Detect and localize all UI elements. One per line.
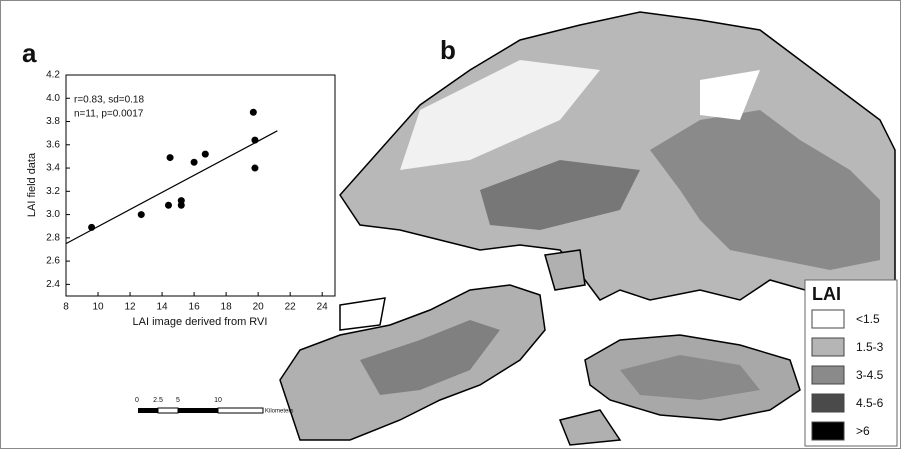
legend-title: LAI: [812, 284, 841, 304]
y-tick-label: 4.2: [46, 70, 60, 81]
annotation: r=0.83, sd=0.18: [74, 95, 144, 106]
legend-swatch: [811, 365, 845, 385]
legend-swatch: [811, 337, 845, 357]
y-axis-label: LAI field data: [26, 152, 38, 217]
x-axis-label: LAI image derived from RVI: [133, 316, 268, 328]
plot-frame: [65, 74, 336, 297]
legend-label: 4.5-6: [856, 396, 884, 410]
y-tick-label: 2.4: [46, 279, 60, 290]
legend-label: <1.5: [856, 312, 880, 326]
x-tick-label: 22: [285, 302, 297, 313]
y-tick-label: 3.6: [46, 139, 60, 150]
data-point: [251, 164, 259, 172]
data-point: [177, 201, 185, 209]
x-tick-label: 12: [124, 302, 136, 313]
y-tick-label: 4.0: [46, 93, 60, 104]
data-point: [249, 108, 257, 116]
data-point: [190, 158, 198, 166]
y-tick-label: 3.8: [46, 116, 60, 127]
legend-label: >6: [856, 424, 870, 438]
y-tick-label: 2.8: [46, 232, 60, 243]
legend-swatch: [811, 309, 845, 329]
data-point: [88, 223, 96, 231]
annotation: n=11, p=0.0017: [74, 109, 144, 120]
map-legend: LAI: [804, 279, 898, 447]
scale-unit: Kilometers: [265, 409, 293, 415]
data-point: [251, 136, 259, 144]
legend-swatch: [811, 393, 845, 413]
data-point: [201, 150, 209, 158]
data-point: [164, 201, 172, 209]
scale-label: 10: [214, 397, 222, 404]
x-tick-label: 10: [92, 302, 104, 313]
legend-label: 1.5-3: [856, 340, 884, 354]
scale-bar: [138, 407, 264, 414]
x-tick-label: 24: [317, 302, 329, 313]
data-point: [137, 211, 145, 219]
map: [279, 11, 896, 446]
fit-line: [65, 130, 278, 245]
scale-label: 2.5: [153, 397, 163, 404]
panel-label: a: [22, 38, 37, 68]
legend-swatch: [811, 421, 845, 441]
y-tick-label: 3.4: [46, 163, 60, 174]
data-point: [166, 154, 174, 162]
scale-label: 0: [135, 397, 139, 404]
x-tick-label: 18: [221, 302, 233, 313]
scale-label: 5: [176, 397, 180, 404]
panel-label: b: [440, 35, 456, 65]
legend-label: 3-4.5: [856, 368, 884, 382]
x-tick-label: 14: [157, 302, 169, 313]
y-tick-label: 3.2: [46, 186, 60, 197]
x-tick-label: 8: [63, 302, 69, 313]
x-tick-label: 16: [189, 302, 201, 313]
x-tick-label: 20: [253, 302, 265, 313]
y-tick-label: 2.6: [46, 256, 60, 267]
y-tick-label: 3.0: [46, 209, 60, 220]
